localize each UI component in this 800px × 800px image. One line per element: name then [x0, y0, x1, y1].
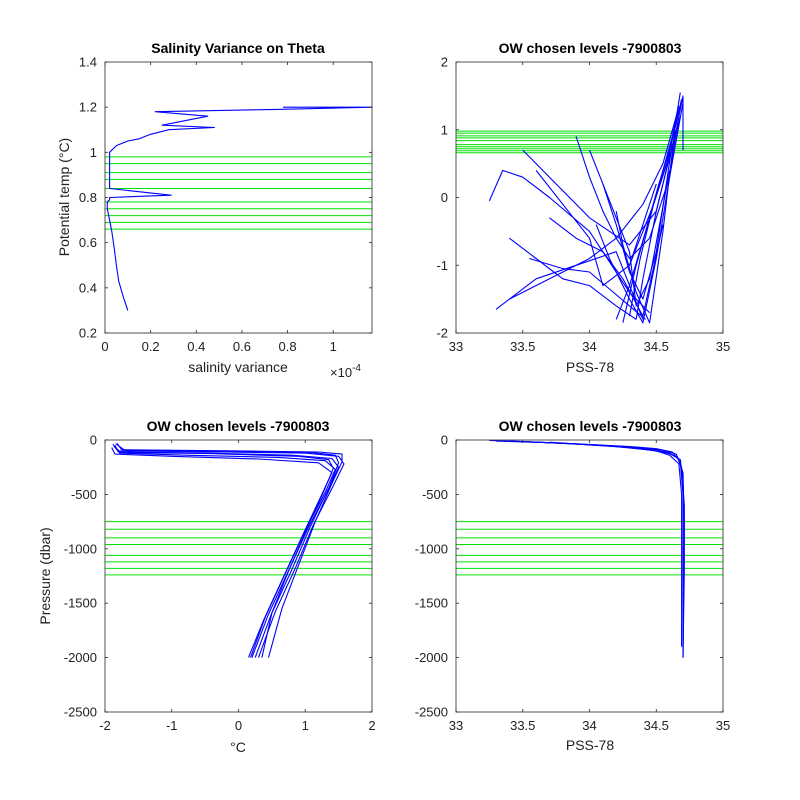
panel-2-profile-line: [529, 257, 646, 320]
panel-2-x-tick-label: 33.5: [510, 339, 535, 354]
panel-2-x-label: PSS-78: [566, 359, 614, 375]
panel-1-x-tick-label: 1: [330, 339, 337, 354]
panel-1-x-tick-label: 0.8: [279, 339, 297, 354]
panel-2-y-tick-label: -1: [436, 258, 448, 273]
panel-1-profile-line: [106, 106, 373, 311]
panel-2-title: OW chosen levels -7900803: [499, 40, 682, 56]
panel-salinity-variance: Salinity Variance on Theta 0 0.2 0.4 0.6 0.8…: [56, 40, 373, 380]
panel-1-plot-area: 0 0.2 0.4 0.6 0.8 1 0.2 0.4 0.6 0.8 1 1.2 1.4: [79, 55, 373, 354]
panel-4-x-tick-label: 35: [716, 718, 730, 733]
panel-ts-levels: OW chosen levels -7900803 33 33.5 34 34.5 35…: [436, 40, 730, 375]
panel-3-profile-line: [115, 443, 340, 658]
panel-3-y-tick-label: -1000: [64, 541, 97, 556]
panel-4-profile-line: [509, 440, 684, 604]
panel-1-x-tick-label: 0.6: [233, 339, 251, 354]
panel-2-profile-line: [628, 116, 681, 266]
panel-temp-pressure: OW chosen levels -7900803 -2 -1 0 1 2-2500-2…: [37, 418, 376, 755]
panel-2-profile-line: [509, 237, 637, 320]
panel-2-axes: [455, 61, 724, 334]
panel-1-x-label: salinity variance: [188, 359, 288, 375]
panel-4-y-tick-label: 0: [441, 433, 448, 448]
panel-3-y-tick-label: -500: [71, 487, 97, 502]
panel-4-axes: [455, 439, 724, 713]
panel-1-x-exponent-power: -4: [352, 363, 361, 374]
panel-1-x-exponent-base: ×10: [330, 365, 352, 380]
panel-2-profile-line: [615, 129, 676, 324]
panel-1-x-tick-label: 0: [101, 339, 108, 354]
panel-1-y-tick-label: 1.4: [79, 55, 97, 70]
panel-3-x-tick-label: -2: [99, 718, 111, 733]
panel-4-y-tick-label: -2500: [415, 705, 448, 720]
panel-3-y-tick-label: -2000: [64, 650, 97, 665]
panel-salinity-pressure: OW chosen levels -7900803 33 33.5 34 34.5 35…: [415, 418, 730, 753]
panel-1-x-tick-label: 0.2: [142, 339, 160, 354]
panel-3-x-tick-label: 0: [235, 718, 242, 733]
panel-3-y-tick-label: -2500: [64, 705, 97, 720]
panel-2-x-tick-label: 33: [449, 339, 463, 354]
panel-2-y-tick-label: 0: [441, 190, 448, 205]
panel-2-profile-line: [535, 170, 657, 287]
panel-1-y-tick-label: 0.2: [79, 326, 97, 341]
panel-2-x-tick-label: 34: [582, 339, 596, 354]
panel-4-x-tick-label: 34: [582, 718, 596, 733]
panel-4-y-tick-label: -1000: [415, 541, 448, 556]
panel-3-axes: [104, 439, 373, 713]
panel-3-x-label: °C: [230, 739, 246, 755]
panel-3-profile-line: [113, 445, 334, 658]
panel-3-title: OW chosen levels -7900803: [147, 418, 330, 434]
panel-3-plot-area: -2 -1 0 1 2 -2500 -2000 -1500 -1000 -500 0: [64, 433, 376, 734]
panel-4-x-tick-label: 33.5: [510, 718, 535, 733]
panel-2-x-tick-label: 34.5: [644, 339, 669, 354]
panel-4-x-tick-label: 33: [449, 718, 463, 733]
panel-3-y-tick-label: 0: [90, 433, 97, 448]
panel-4-plot-area: 33 33.5 34 34.5 35 -2500 -2000 -1500 -1000 -500 0: [415, 433, 730, 734]
panel-1-y-tick-label: 1.2: [79, 100, 97, 115]
panel-2-y-tick-label: 2: [441, 55, 448, 70]
panel-4-y-tick-label: -2000: [415, 650, 448, 665]
panel-3-x-tick-label: 2: [368, 718, 375, 733]
panel-4-y-tick-label: -1500: [415, 596, 448, 611]
panel-1-y-tick-label: 0.4: [79, 280, 97, 295]
panel-4-x-tick-label: 34.5: [644, 718, 669, 733]
panel-1-y-tick-label: 1: [90, 145, 97, 160]
panel-2-profile-line: [495, 251, 644, 320]
panel-1-title: Salinity Variance on Theta: [151, 40, 325, 56]
panel-3-profile-line: [112, 444, 345, 658]
panel-1-axes: [104, 61, 373, 334]
panel-4-y-tick-label: -500: [422, 487, 448, 502]
panel-4-title: OW chosen levels -7900803: [499, 418, 682, 434]
panel-2-y-tick-label: -2: [436, 326, 448, 341]
panel-2-profile-line: [595, 102, 684, 324]
panel-3-x-tick-label: 1: [302, 718, 309, 733]
panel-1-y-label: Potential temp (°C): [56, 138, 72, 256]
panel-3-y-label: Pressure (dbar): [37, 527, 53, 624]
panel-1-x-tick-label: 0.4: [187, 339, 205, 354]
panel-3-y-tick-label: -1500: [64, 596, 97, 611]
panel-1-y-tick-label: 0.8: [79, 190, 97, 205]
panel-1-y-tick-label: 0.6: [79, 235, 97, 250]
panel-2-plot-area: 33 33.5 34 34.5 35 -2 -1 0 1 2: [436, 55, 730, 355]
panel-1-x-exponent: ×10-4: [330, 363, 361, 380]
panel-2-y-tick-label: 1: [441, 122, 448, 137]
panel-3-x-tick-label: -1: [166, 718, 178, 733]
panel-2-profile-line: [488, 169, 650, 314]
panel-2-profile-line: [522, 149, 671, 246]
panel-4-x-label: PSS-78: [566, 737, 614, 753]
panel-2-x-tick-label: 35: [716, 339, 730, 354]
